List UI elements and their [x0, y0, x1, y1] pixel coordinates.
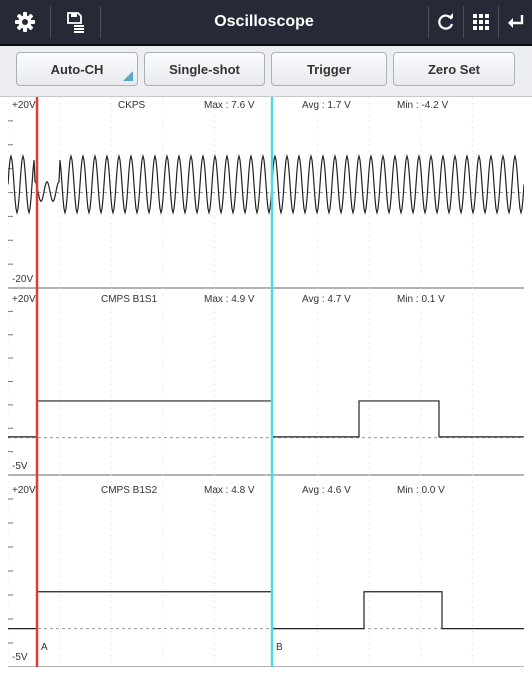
- oscilloscope-display[interactable]: A B +20V -20V CKPS Max : 7.6 V Avg : 1.7…: [8, 97, 524, 667]
- panel-ckps-max: Max : 7.6 V: [204, 100, 255, 111]
- trace-layer: [8, 153, 524, 630]
- panel-cmps-b1s2-min: Min : 0.0 V: [397, 485, 445, 496]
- grid-icon: [473, 14, 489, 30]
- panel-cmps-b1s1-name: CMPS B1S1: [101, 294, 158, 305]
- back-button[interactable]: [499, 0, 532, 44]
- toolbar-divider: [100, 6, 101, 38]
- save-list-icon: [66, 12, 84, 33]
- panel-cmps-b1s2-name: CMPS B1S2: [101, 485, 158, 496]
- grid-button[interactable]: [464, 0, 498, 44]
- zero-set-button[interactable]: Zero Set: [393, 52, 515, 86]
- panel-ckps-name: CKPS: [118, 100, 146, 111]
- cursor-layer: A B: [35, 97, 283, 667]
- grid-layer: [8, 97, 524, 667]
- function-button-row: Auto-CH Single-shot Trigger Zero Set: [0, 46, 532, 97]
- label-layer: +20V -20V CKPS Max : 7.6 V Avg : 1.7 V M…: [12, 100, 448, 663]
- panel-cmps-b1s1-labels: +20V -5V CMPS B1S1 Max : 4.9 V Avg : 4.7…: [12, 294, 445, 472]
- refresh-icon: [438, 13, 454, 30]
- auto-ch-label: Auto-CH: [50, 61, 104, 77]
- panel-cmps-b1s1-avg: Avg : 4.7 V: [302, 294, 351, 305]
- panel-ckps-avg: Avg : 1.7 V: [302, 100, 351, 111]
- panel-ckps-min: Min : -4.2 V: [397, 100, 448, 111]
- signal-trace-cmps-b1s2: [8, 591, 524, 630]
- signal-trace-cmps-b1s1: [8, 400, 524, 438]
- cursor-a-label: A: [41, 642, 48, 653]
- trigger-button[interactable]: Trigger: [271, 52, 387, 86]
- panel-cmps-b1s2-max: Max : 4.8 V: [204, 485, 255, 496]
- panel-cmps-b1s2-avg: Avg : 4.6 V: [302, 485, 351, 496]
- back-icon: [507, 15, 523, 28]
- panel-cmps-b1s1-max: Max : 4.9 V: [204, 294, 255, 305]
- panel-cmps-b1s2-labels: +20V -5V CMPS B1S2 Max : 4.8 V Avg : 4.6…: [12, 485, 445, 663]
- save-list-button[interactable]: [51, 0, 100, 44]
- refresh-button[interactable]: [429, 0, 463, 44]
- panel-cmps-b1s1-top-label: +20V: [12, 294, 36, 305]
- signal-trace-ckps: [8, 153, 524, 215]
- cursor-b-label: B: [276, 642, 283, 653]
- trigger-label: Trigger: [306, 61, 352, 77]
- settings-button[interactable]: [0, 0, 50, 44]
- dropdown-corner-icon: [123, 71, 133, 81]
- toolbar-divider: [428, 6, 429, 38]
- toolbar-divider: [498, 6, 499, 38]
- single-shot-button[interactable]: Single-shot: [144, 52, 265, 86]
- panel-cmps-b1s2-top-label: +20V: [12, 485, 36, 496]
- toolbar-divider: [463, 6, 464, 38]
- single-shot-label: Single-shot: [169, 61, 240, 77]
- auto-ch-button[interactable]: Auto-CH: [16, 52, 138, 86]
- panel-cmps-b1s1-min: Min : 0.1 V: [397, 294, 445, 305]
- panel-ckps-labels: +20V -20V CKPS Max : 7.6 V Avg : 1.7 V M…: [12, 100, 448, 285]
- zero-set-label: Zero Set: [427, 61, 480, 77]
- panel-cmps-b1s1-bottom-label: -5V: [12, 461, 28, 472]
- panel-cmps-b1s2-bottom-label: -5V: [12, 652, 28, 663]
- top-toolbar: Oscilloscope: [0, 0, 532, 46]
- page-title: Oscilloscope: [214, 13, 314, 30]
- panel-ckps-bottom-label: -20V: [12, 274, 33, 285]
- panel-ckps-top-label: +20V: [12, 100, 36, 111]
- gear-icon: [15, 12, 35, 32]
- toolbar-divider: [50, 6, 51, 38]
